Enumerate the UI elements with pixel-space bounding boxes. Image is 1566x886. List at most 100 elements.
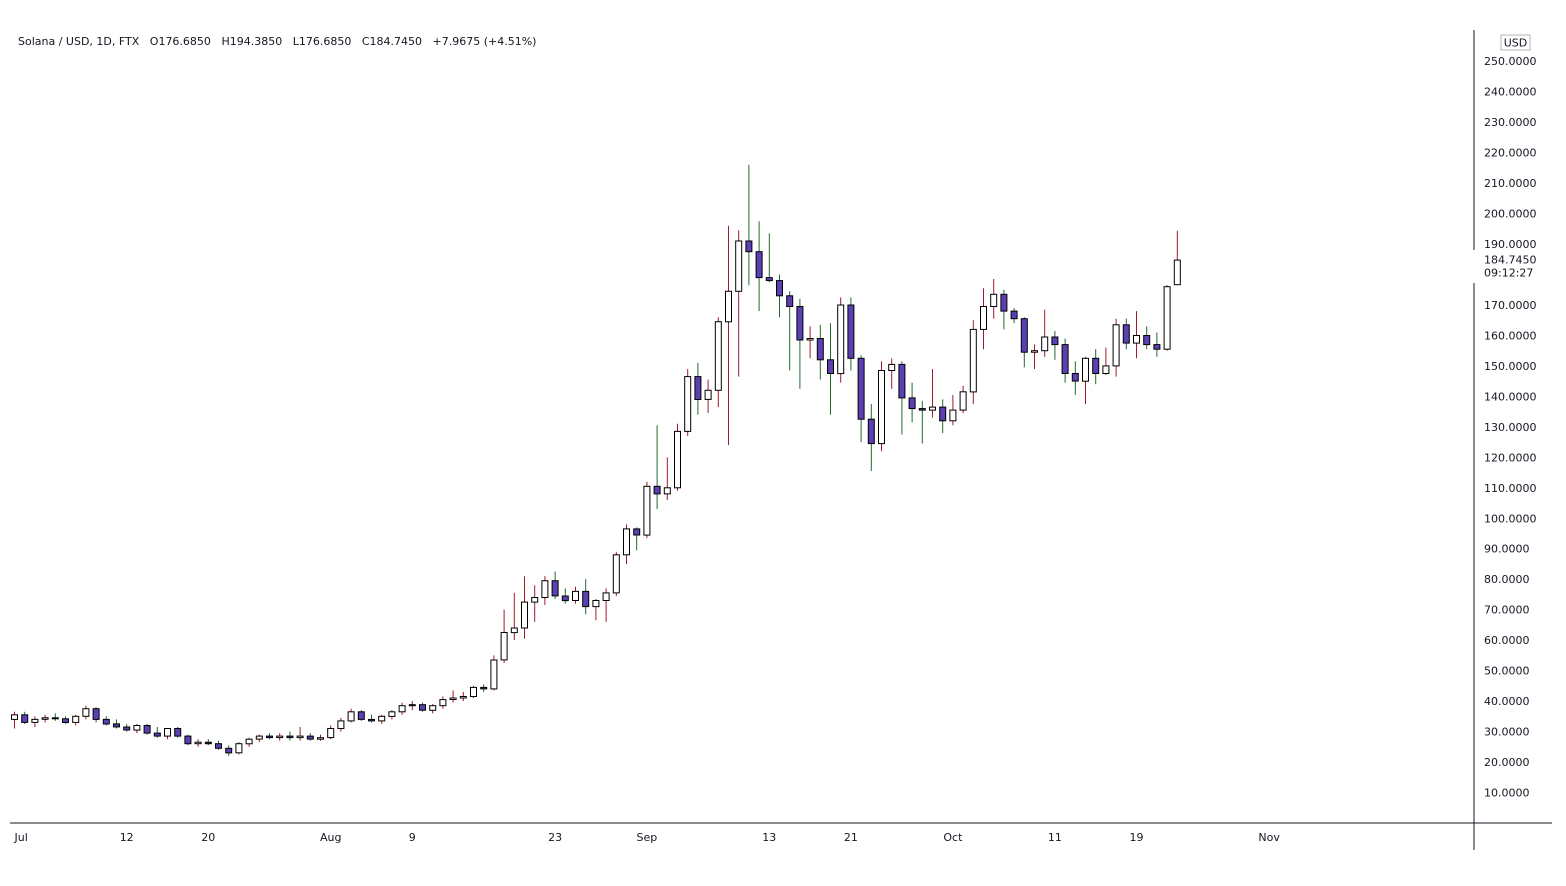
candle <box>31 716 39 727</box>
candle <box>470 685 477 698</box>
candle-body <box>990 293 998 307</box>
candle <box>878 361 885 452</box>
candle <box>388 710 396 720</box>
candle <box>1031 344 1038 369</box>
price-tick-label: 140.0000 <box>1484 390 1537 403</box>
candle-body <box>357 711 365 720</box>
candle-body <box>643 485 651 536</box>
candle <box>82 705 90 720</box>
time-tick-labels: Jul 12 20 Aug 9 23 Sep 13 21 Oct 11 19 Nov <box>14 831 1281 844</box>
candle <box>1153 332 1161 357</box>
candle <box>510 592 518 641</box>
candle-body <box>694 376 702 401</box>
candle-body <box>266 735 273 739</box>
candle-body <box>439 699 447 707</box>
candle-body <box>663 487 671 495</box>
candle-body <box>796 306 804 341</box>
candle-body <box>306 735 314 740</box>
candle <box>969 320 977 404</box>
candle-body <box>551 580 559 597</box>
candle-body <box>102 718 110 725</box>
candle <box>816 324 824 380</box>
candle <box>296 727 304 741</box>
candle <box>837 297 845 383</box>
candle-body <box>1041 336 1049 352</box>
candle-body <box>612 554 620 594</box>
candle <box>572 586 579 604</box>
candle <box>704 379 712 414</box>
candle-body <box>398 705 406 713</box>
price-tick-label: 60.0000 <box>1484 634 1530 647</box>
candle <box>939 399 947 433</box>
candle-body <box>592 600 600 608</box>
time-tick-label: 11 <box>1048 831 1062 844</box>
candle-body <box>857 357 865 420</box>
price-tick-label: 70.0000 <box>1484 604 1530 617</box>
candle <box>92 707 100 723</box>
candle <box>184 734 192 746</box>
candle-body <box>714 321 722 391</box>
candle <box>41 714 49 723</box>
candle-body <box>337 720 345 730</box>
candle-body <box>31 718 39 723</box>
candle-body <box>480 686 488 690</box>
candle-body <box>388 711 396 717</box>
candle <box>1020 317 1028 368</box>
candle-body <box>276 735 284 739</box>
candle-body <box>776 280 783 297</box>
legend-low: L176.6850 <box>292 35 352 48</box>
candle <box>143 723 151 735</box>
candle <box>592 599 600 621</box>
time-tick-label: 20 <box>201 831 215 844</box>
candle-body <box>745 240 753 253</box>
candle-body <box>317 737 324 740</box>
candle <box>72 714 80 726</box>
candle-body <box>980 306 987 330</box>
price-tick-label: 30.0000 <box>1484 726 1530 739</box>
candle-body <box>92 708 100 720</box>
candle <box>1061 338 1069 383</box>
price-tick-labels: 10.0000 20.0000 30.0000 40.0000 50.0000 60.00… <box>1484 55 1537 799</box>
time-axis[interactable]: Jul 12 20 Aug 9 23 Sep 13 21 Oct 11 19 Nov <box>10 822 1552 844</box>
candle <box>908 382 916 423</box>
candle <box>918 401 926 444</box>
candle <box>643 481 651 539</box>
candle <box>113 719 120 729</box>
candle-body <box>847 304 855 359</box>
candle-body <box>143 725 151 734</box>
price-tick-label: 150.0000 <box>1484 360 1537 373</box>
candle-body <box>653 485 661 495</box>
price-tick-label: 40.0000 <box>1484 695 1530 708</box>
candle-body <box>1071 373 1079 382</box>
candle <box>1092 349 1100 385</box>
candle <box>612 551 620 596</box>
candle-body <box>816 338 824 361</box>
candle <box>1133 311 1140 359</box>
candle-body <box>41 717 49 720</box>
candle <box>857 355 865 443</box>
candle-body <box>1092 357 1100 374</box>
candle-body <box>347 711 355 722</box>
currency-badge[interactable] <box>1500 34 1531 51</box>
candle <box>959 385 967 414</box>
legend-change: +7.9675 (+4.51%) <box>432 35 537 48</box>
price-axis[interactable]: 10.0000 20.0000 30.0000 40.0000 50.0000 60.00… <box>1473 30 1538 850</box>
candle-body <box>1163 286 1171 350</box>
candle-body <box>123 726 131 731</box>
candle-body <box>531 597 539 603</box>
candle <box>776 274 783 318</box>
candle-body <box>490 659 498 690</box>
candle <box>1041 309 1049 357</box>
candle <box>980 288 987 350</box>
candle-body <box>786 295 794 307</box>
candle-body <box>1143 335 1151 346</box>
candle-body <box>368 718 375 722</box>
candle <box>21 711 29 724</box>
candle <box>480 684 488 692</box>
candle <box>521 576 528 639</box>
candle <box>949 394 957 426</box>
candle-body <box>113 723 120 728</box>
price-tick-label: 210.0000 <box>1484 177 1537 190</box>
time-tick-label: Aug <box>320 831 341 844</box>
